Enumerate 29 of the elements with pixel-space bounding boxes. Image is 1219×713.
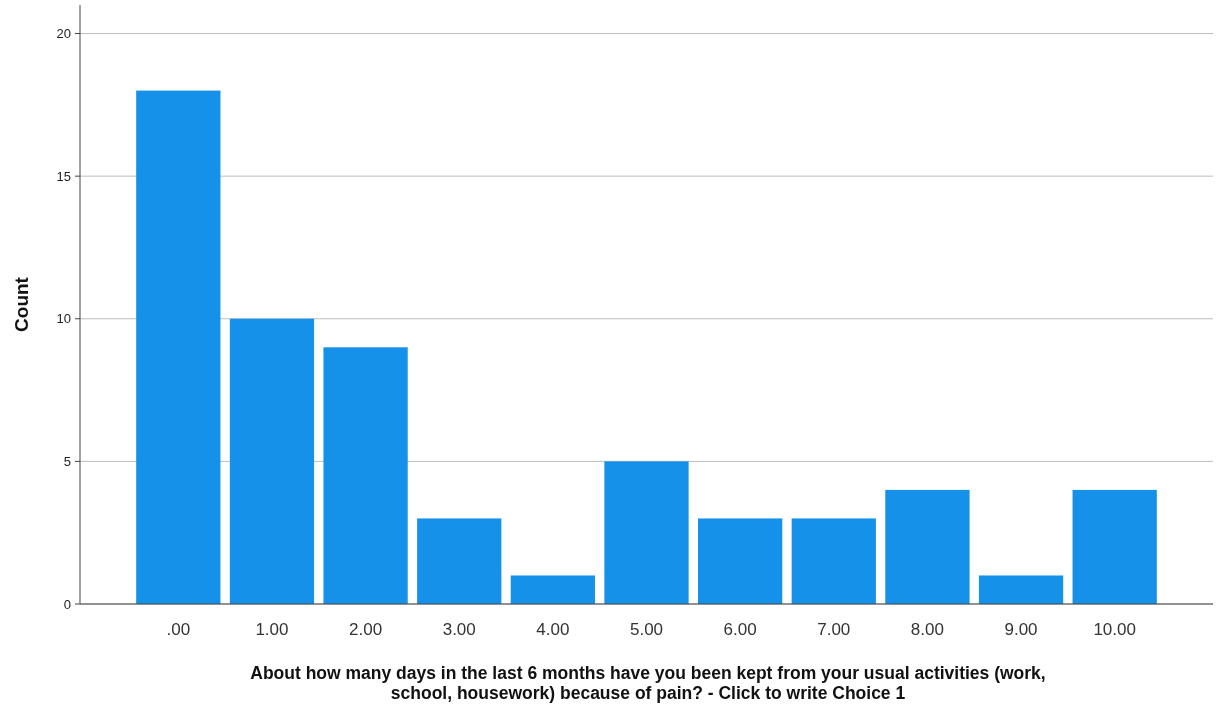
y-tick-label: 5 xyxy=(63,453,71,469)
bar xyxy=(1072,489,1157,604)
bar xyxy=(229,318,315,604)
y-tick-label: 20 xyxy=(56,26,71,42)
x-tick-label: 9.00 xyxy=(1004,620,1038,639)
y-tick-label: 10 xyxy=(56,311,71,327)
x-tick-label: 6.00 xyxy=(723,620,757,639)
x-tick-label: 3.00 xyxy=(442,620,476,639)
bar xyxy=(885,489,970,604)
x-tick-label: 5.00 xyxy=(629,620,664,639)
x-tick-label: 2.00 xyxy=(349,620,383,639)
x-tick-label: 4.00 xyxy=(536,620,570,639)
bar xyxy=(604,461,689,604)
bar xyxy=(510,575,595,604)
y-tick-label: 15 xyxy=(56,168,71,184)
x-tick-label: 10.00 xyxy=(1093,620,1136,639)
y-tick-label: 0 xyxy=(63,596,71,612)
bar xyxy=(978,575,1064,604)
bar xyxy=(791,518,876,604)
x-tick-label: 8.00 xyxy=(910,620,944,639)
x-tick-label: 7.00 xyxy=(817,620,851,639)
y-axis-title: Count xyxy=(11,276,32,332)
bar xyxy=(698,518,783,604)
x-tick-label: 1.00 xyxy=(255,620,289,639)
x-axis-title: About how many days in the last 6 months have you been kept from your usual activities (work, school, housework) because of pain? - Click to write Choice 1 xyxy=(250,663,1046,703)
bar xyxy=(136,90,221,604)
x-tick-label: .00 xyxy=(166,620,191,639)
bar xyxy=(417,518,502,604)
bar xyxy=(323,347,408,604)
